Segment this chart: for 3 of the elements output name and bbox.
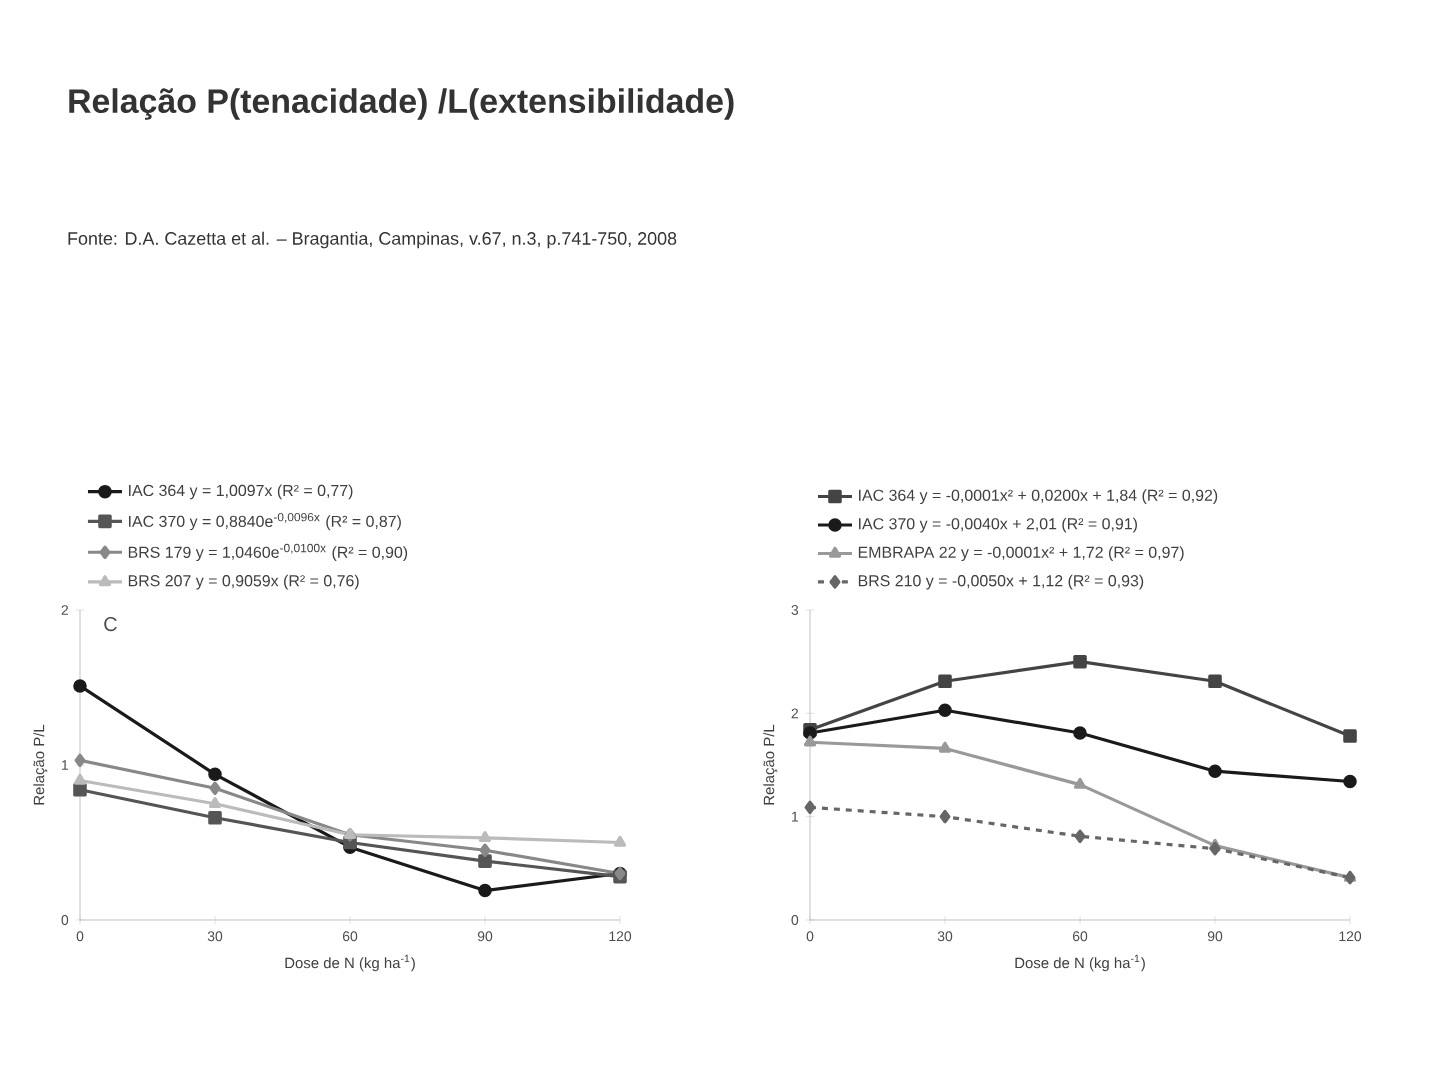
annotation: C (104, 617, 117, 632)
chart-title: Relação P(tenacidade) /L(extensibilidade) (69, 88, 734, 120)
chart-subtitle: Fonte: D.A. Cazetta et al. – Bragantia, Campinas, v.67, n.3, p.741-750, 2008 (68, 231, 677, 249)
